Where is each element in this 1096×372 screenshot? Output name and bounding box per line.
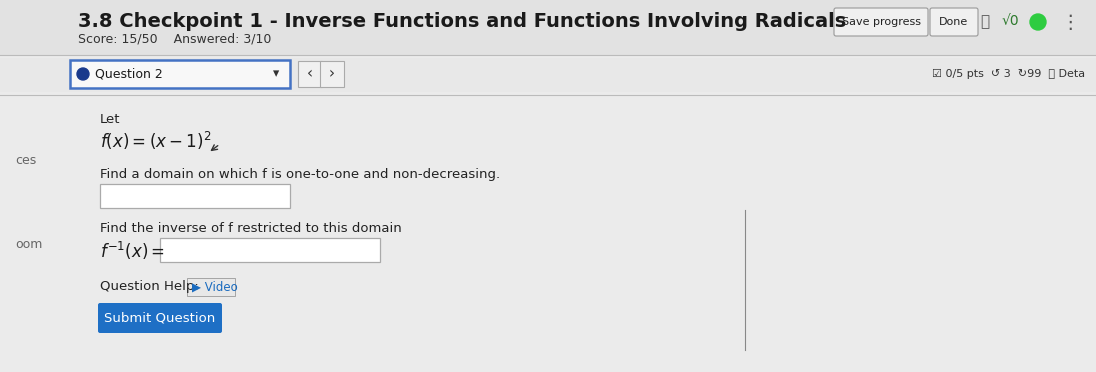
FancyBboxPatch shape bbox=[834, 8, 928, 36]
Text: Find the inverse of f restricted to this domain: Find the inverse of f restricted to this… bbox=[100, 222, 402, 235]
Circle shape bbox=[77, 68, 89, 80]
Text: Question Help:: Question Help: bbox=[100, 280, 198, 293]
Text: Find a domain on which f is one-to-one and non-decreasing.: Find a domain on which f is one-to-one a… bbox=[100, 168, 500, 181]
Text: √0: √0 bbox=[1001, 14, 1019, 28]
Text: ›: › bbox=[329, 67, 335, 81]
Bar bbox=[0, 0, 1096, 55]
Text: $f^{-1}(x) =$: $f^{-1}(x) =$ bbox=[100, 240, 165, 262]
Text: Question 2: Question 2 bbox=[95, 67, 162, 80]
Text: Score: 15/50    Answered: 3/10: Score: 15/50 Answered: 3/10 bbox=[78, 33, 272, 46]
FancyBboxPatch shape bbox=[320, 61, 344, 87]
Bar bbox=[0, 58, 1096, 92]
Text: ‹: ‹ bbox=[307, 67, 313, 81]
FancyBboxPatch shape bbox=[100, 184, 290, 208]
FancyBboxPatch shape bbox=[70, 60, 290, 88]
Text: ▾: ▾ bbox=[273, 67, 279, 80]
Text: $f(x) = (x-1)^2$: $f(x) = (x-1)^2$ bbox=[100, 130, 212, 152]
Text: 3.8 Checkpoint 1 - Inverse Functions and Functions Involving Radicals: 3.8 Checkpoint 1 - Inverse Functions and… bbox=[78, 12, 846, 31]
Circle shape bbox=[1030, 14, 1046, 30]
Text: 🖨: 🖨 bbox=[981, 15, 990, 29]
FancyBboxPatch shape bbox=[98, 303, 222, 333]
Text: Save progress: Save progress bbox=[842, 17, 921, 27]
FancyBboxPatch shape bbox=[931, 8, 978, 36]
Text: Done: Done bbox=[939, 17, 969, 27]
Text: Let: Let bbox=[100, 113, 121, 126]
Text: ☑ 0/5 pts  ↺ 3  ↻99  ⓘ Deta: ☑ 0/5 pts ↺ 3 ↻99 ⓘ Deta bbox=[932, 69, 1085, 79]
Text: ▶ Video: ▶ Video bbox=[192, 280, 238, 294]
Text: ces: ces bbox=[15, 154, 36, 167]
FancyBboxPatch shape bbox=[298, 61, 322, 87]
Text: oom: oom bbox=[15, 238, 43, 251]
Text: ⋮: ⋮ bbox=[1060, 13, 1080, 32]
FancyBboxPatch shape bbox=[160, 238, 380, 262]
FancyBboxPatch shape bbox=[187, 278, 235, 296]
Text: Submit Question: Submit Question bbox=[104, 311, 216, 324]
